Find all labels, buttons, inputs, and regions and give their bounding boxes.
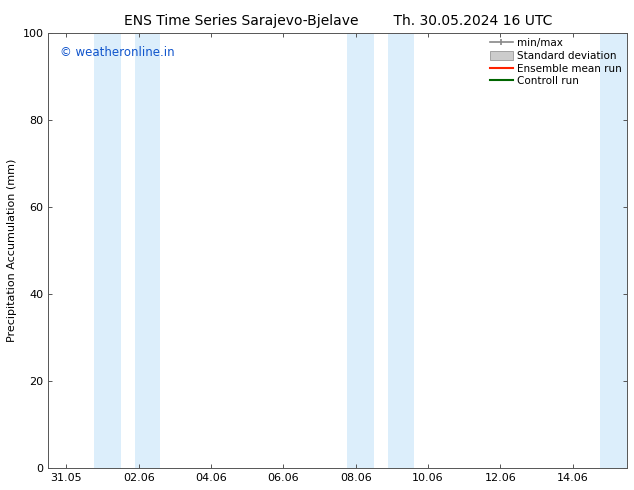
Bar bbox=[135, 33, 160, 468]
Y-axis label: Precipitation Accumulation (mm): Precipitation Accumulation (mm) bbox=[7, 159, 17, 343]
Bar bbox=[94, 33, 120, 468]
Title: ENS Time Series Sarajevo-Bjelave        Th. 30.05.2024 16 UTC: ENS Time Series Sarajevo-Bjelave Th. 30.… bbox=[124, 14, 552, 28]
Bar bbox=[389, 33, 413, 468]
Text: © weatheronline.in: © weatheronline.in bbox=[60, 46, 174, 59]
Bar bbox=[347, 33, 374, 468]
Bar bbox=[600, 33, 627, 468]
Legend: min/max, Standard deviation, Ensemble mean run, Controll run: min/max, Standard deviation, Ensemble me… bbox=[488, 36, 624, 88]
